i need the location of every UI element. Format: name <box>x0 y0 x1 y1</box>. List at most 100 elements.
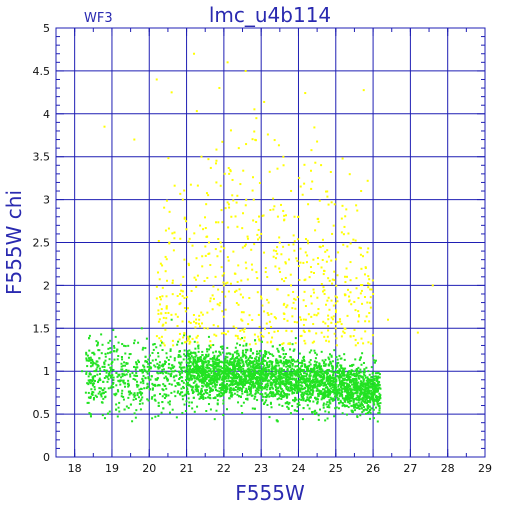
data-point <box>259 237 261 239</box>
data-point <box>164 329 166 331</box>
data-point <box>310 369 312 371</box>
data-point <box>344 401 346 403</box>
data-point <box>239 344 241 346</box>
data-point <box>363 410 365 412</box>
data-point <box>197 185 199 187</box>
data-point <box>226 360 228 362</box>
data-point <box>294 399 296 401</box>
data-point <box>118 411 120 413</box>
data-point <box>176 382 178 384</box>
data-point <box>179 238 181 240</box>
data-point <box>233 358 235 360</box>
data-point <box>289 356 291 358</box>
data-point <box>356 210 358 212</box>
data-point <box>341 390 343 392</box>
data-point <box>212 344 214 346</box>
data-point <box>137 342 139 344</box>
data-point <box>321 266 323 268</box>
data-point <box>208 336 210 338</box>
data-point <box>354 375 356 377</box>
data-point <box>210 372 212 374</box>
data-point <box>366 251 368 253</box>
data-point <box>230 390 232 392</box>
data-point <box>195 369 197 371</box>
data-point <box>342 412 344 414</box>
data-point <box>215 380 217 382</box>
data-point <box>273 256 275 258</box>
data-point <box>324 384 326 386</box>
data-point <box>235 215 237 217</box>
data-point <box>242 350 244 352</box>
data-point <box>313 289 315 291</box>
data-point <box>287 407 289 409</box>
data-point <box>181 372 183 374</box>
data-point <box>319 371 321 373</box>
data-point <box>236 351 238 353</box>
data-point <box>362 342 364 344</box>
data-point <box>162 349 164 351</box>
data-point <box>375 375 377 377</box>
data-point <box>362 398 364 400</box>
data-point <box>371 366 373 368</box>
data-point <box>347 315 349 317</box>
data-point <box>364 375 366 377</box>
data-point <box>369 374 371 376</box>
data-point <box>182 276 184 278</box>
data-point <box>310 170 312 172</box>
data-point <box>345 208 347 210</box>
data-point <box>256 277 258 279</box>
data-point <box>288 402 290 404</box>
data-point <box>202 372 204 374</box>
data-point <box>135 372 137 374</box>
data-point <box>219 361 221 363</box>
data-point <box>140 381 142 383</box>
data-point <box>215 162 217 164</box>
data-point <box>107 413 109 415</box>
data-point <box>266 386 268 388</box>
data-point <box>297 388 299 390</box>
data-point <box>200 396 202 398</box>
data-point <box>344 276 346 278</box>
data-point <box>357 310 359 312</box>
data-point <box>202 398 204 400</box>
data-point <box>294 361 296 363</box>
data-point <box>365 393 367 395</box>
data-point <box>161 308 163 310</box>
data-point <box>161 401 163 403</box>
data-point <box>207 367 209 369</box>
data-point <box>288 366 290 368</box>
data-point <box>257 373 259 375</box>
data-point <box>89 397 91 399</box>
data-point <box>337 389 339 391</box>
data-point <box>313 376 315 378</box>
data-point <box>265 367 267 369</box>
data-point <box>286 379 288 381</box>
data-point <box>326 377 328 379</box>
data-point <box>213 357 215 359</box>
data-point <box>355 204 357 206</box>
data-point <box>248 371 250 373</box>
data-point <box>186 296 188 298</box>
data-point <box>333 225 335 227</box>
data-point <box>192 356 194 358</box>
data-point <box>343 373 345 375</box>
data-point <box>157 377 159 379</box>
data-point <box>311 371 313 373</box>
data-point <box>304 279 306 281</box>
data-point <box>237 401 239 403</box>
data-point <box>179 366 181 368</box>
data-point <box>227 61 229 63</box>
data-point <box>336 397 338 399</box>
data-point <box>201 381 203 383</box>
data-point <box>206 371 208 373</box>
data-point <box>92 377 94 379</box>
data-point <box>239 183 241 185</box>
data-point <box>323 407 325 409</box>
data-point <box>350 372 352 374</box>
data-point <box>99 368 101 370</box>
data-point <box>183 382 185 384</box>
data-point <box>305 238 307 240</box>
data-point <box>351 411 353 413</box>
data-point <box>237 386 239 388</box>
data-point <box>226 383 228 385</box>
